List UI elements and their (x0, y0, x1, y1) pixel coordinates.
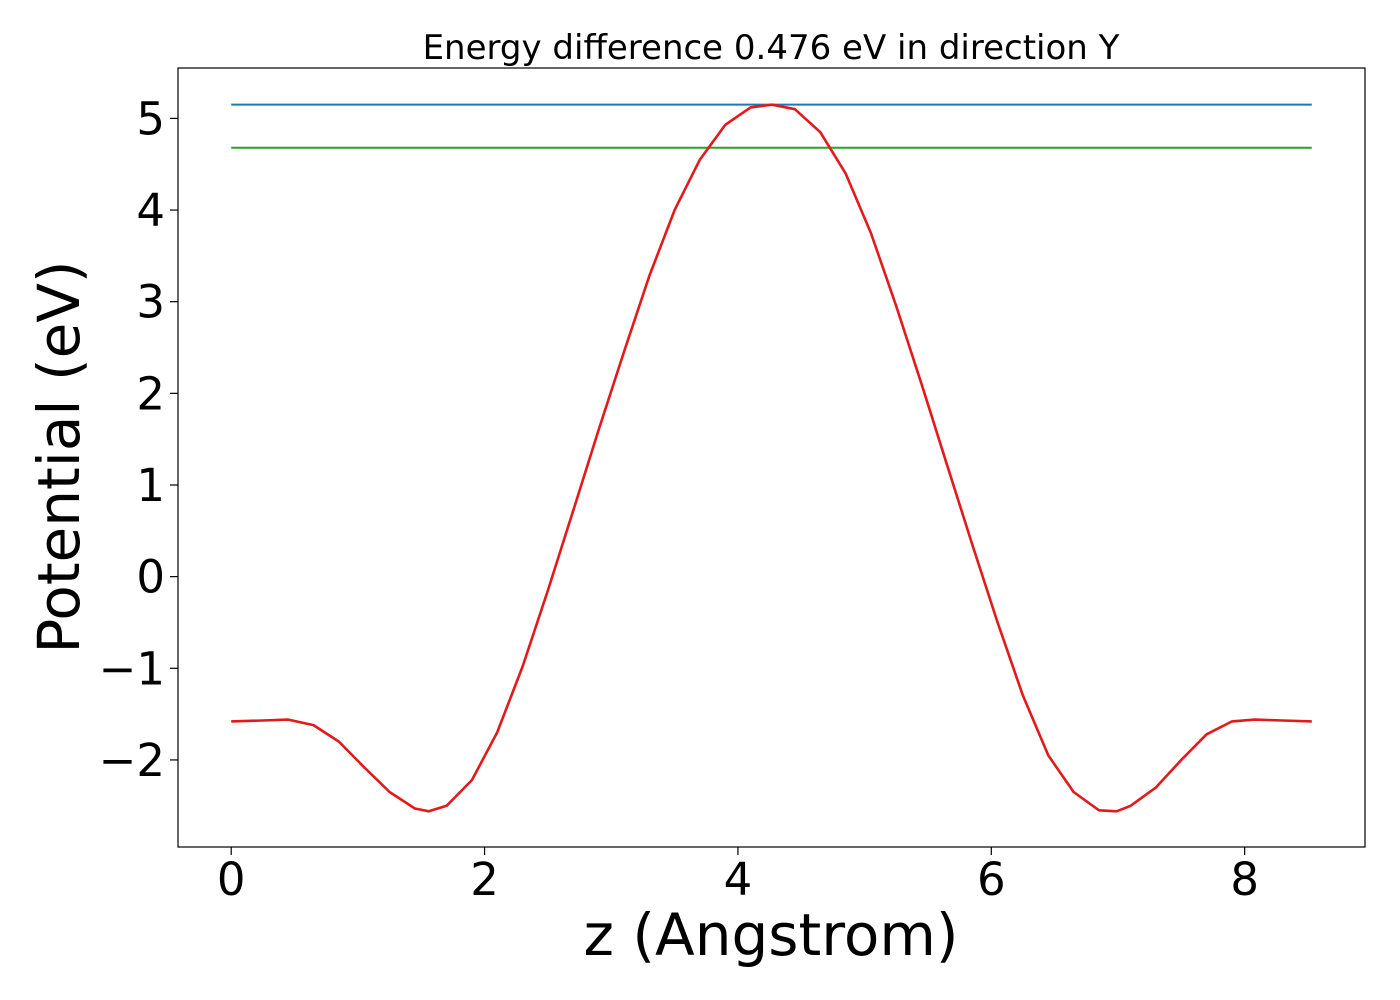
x-tick-label-3: 6 (977, 853, 1006, 906)
plot-frame (177, 67, 1366, 848)
x-tick-label-0: 0 (217, 853, 246, 906)
y-tick-label-7: 5 (136, 92, 165, 145)
series-line-2 (231, 103, 1312, 813)
x-tick-label-2: 4 (724, 853, 753, 906)
plot-area (231, 103, 1312, 813)
y-axis-label: Potential (eV) (25, 260, 93, 653)
y-tick-label-0: −2 (99, 734, 165, 787)
x-tick-label-4: 8 (1230, 853, 1259, 906)
x-axis-ticks: 0 2 4 6 8 (217, 847, 1259, 906)
x-axis-label: z (Angstrom) (584, 901, 959, 969)
y-tick-label-4: 2 (136, 367, 165, 420)
y-axis-ticks: −2 −1 0 1 2 3 4 5 (99, 92, 178, 787)
y-tick-label-1: −1 (99, 642, 165, 695)
y-tick-label-6: 4 (136, 184, 165, 237)
y-tick-label-2: 0 (136, 551, 165, 604)
y-tick-label-3: 1 (136, 459, 165, 512)
y-tick-label-5: 3 (136, 276, 165, 329)
chart-title: Energy difference 0.476 eV in direction … (423, 28, 1120, 68)
x-tick-label-1: 2 (470, 853, 499, 906)
